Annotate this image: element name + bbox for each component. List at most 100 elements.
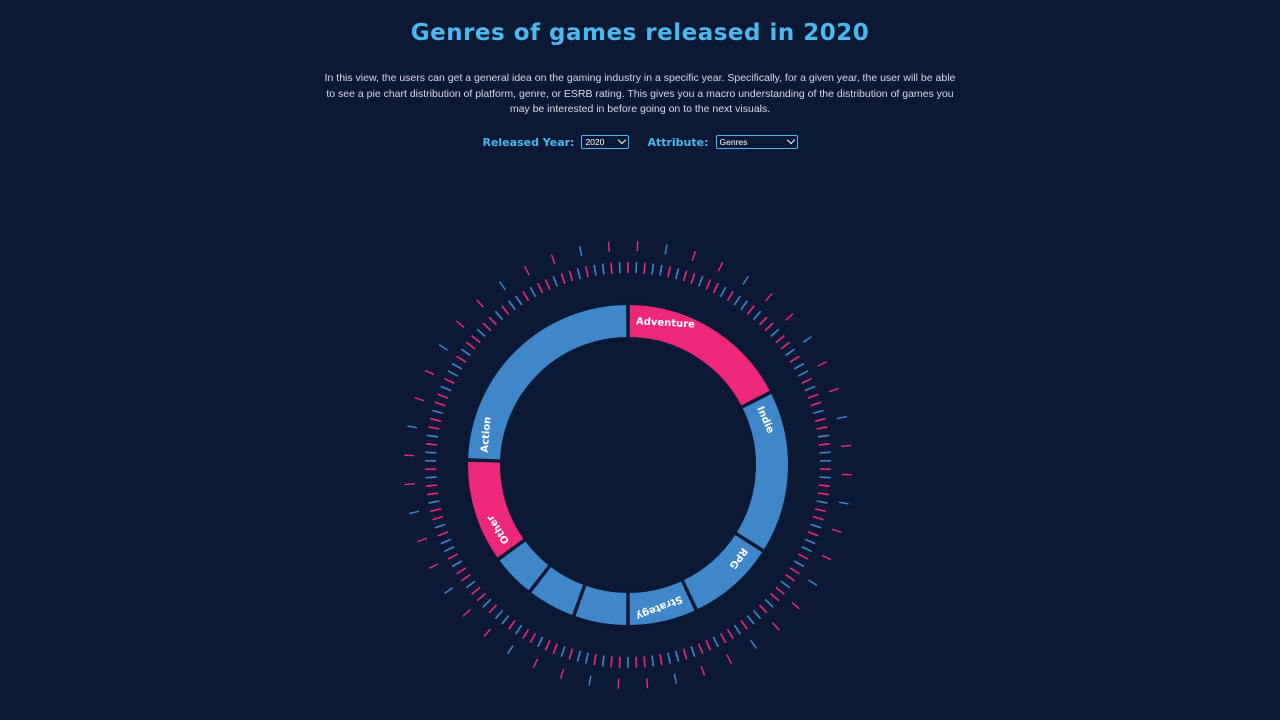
inner-tick: [476, 592, 486, 602]
inner-tick: [585, 266, 589, 278]
inner-tick: [643, 656, 646, 668]
inner-tick: [425, 451, 437, 454]
inner-tick: [476, 328, 486, 338]
inner-tick: [775, 586, 785, 596]
donut-slice[interactable]: [466, 302, 629, 462]
inner-tick: [471, 586, 481, 596]
inner-tick: [426, 484, 438, 488]
inner-tick: [576, 650, 582, 662]
inner-tick: [456, 355, 467, 363]
inner-tick: [508, 619, 516, 630]
inner-tick: [682, 648, 688, 660]
inner-tick: [789, 567, 800, 575]
inner-tick: [814, 417, 826, 422]
inner-tick: [440, 385, 452, 392]
outer-tick: [444, 587, 454, 595]
donut-slice[interactable]: [627, 578, 698, 628]
inner-tick: [544, 279, 551, 290]
inner-tick: [430, 508, 442, 513]
inner-tick: [726, 290, 734, 302]
inner-tick: [789, 355, 800, 363]
inner-tick: [552, 643, 559, 655]
donut-slice[interactable]: [496, 538, 552, 594]
inner-tick: [740, 619, 748, 630]
outer-tick: [700, 665, 706, 676]
outer-tick: [483, 628, 491, 638]
attribute-control: Attribute: Genres: [647, 135, 798, 149]
outer-tick: [645, 678, 649, 689]
donut-slices: [466, 302, 790, 628]
inner-tick: [522, 628, 530, 640]
outer-tick: [726, 654, 733, 665]
donut-slice[interactable]: [734, 391, 790, 552]
inner-tick: [758, 604, 768, 614]
inner-tick: [733, 624, 742, 635]
year-select[interactable]: 2020: [581, 135, 630, 149]
inner-tick: [465, 341, 476, 350]
inner-tick: [460, 573, 471, 582]
outer-tick: [438, 344, 448, 351]
outer-tick: [424, 369, 435, 376]
inner-tick: [537, 636, 544, 648]
outer-tick: [476, 299, 484, 308]
inner-tick: [437, 531, 449, 537]
outer-tick: [414, 396, 425, 402]
donut-slice[interactable]: [466, 459, 527, 561]
inner-tick: [482, 322, 492, 332]
inner-tick: [690, 646, 696, 657]
outer-tick: [498, 281, 506, 291]
outer-tick: [462, 609, 471, 617]
inner-tick: [801, 377, 813, 384]
outer-tick: [772, 622, 780, 631]
outer-tick: [417, 537, 428, 543]
inner-tick: [674, 268, 680, 280]
page-title: Genres of games released in 2020: [410, 20, 870, 46]
inner-tick: [432, 409, 444, 415]
outer-tick: [841, 444, 852, 448]
outer-tick: [791, 602, 801, 610]
inner-tick: [804, 538, 816, 545]
outer-tick: [664, 244, 668, 255]
inner-tick: [819, 476, 831, 479]
inner-tick: [544, 640, 551, 651]
inner-tick: [793, 560, 805, 568]
inner-tick: [752, 310, 762, 321]
slice-label: Adventure: [636, 316, 696, 330]
controls-bar: Released Year: 2020 Attribute: Genres: [0, 135, 1280, 149]
inner-tick: [501, 305, 510, 316]
inner-tick: [488, 316, 498, 326]
inner-tick: [428, 426, 440, 430]
outer-tick: [550, 254, 556, 265]
donut-slice[interactable]: [528, 564, 586, 618]
outer-tick: [404, 482, 415, 486]
attribute-select[interactable]: Genres: [715, 135, 798, 149]
attribute-select-value: Genres: [719, 137, 748, 147]
inner-tick: [508, 300, 516, 311]
inner-tick: [529, 632, 537, 644]
inner-tick: [560, 646, 566, 657]
donut-slice[interactable]: [627, 302, 773, 409]
inner-tick: [460, 348, 471, 357]
inner-tick: [775, 334, 785, 344]
inner-tick: [793, 362, 805, 370]
inner-tick: [810, 401, 822, 407]
inner-tick: [601, 655, 605, 667]
inner-tick: [812, 409, 824, 415]
outer-tick: [831, 528, 842, 534]
inner-tick: [434, 523, 446, 529]
outer-tick: [802, 335, 812, 343]
inner-tick: [746, 614, 755, 625]
inner-tick: [818, 484, 830, 488]
inner-tick: [651, 655, 655, 667]
year-select-value: 2020: [585, 137, 605, 147]
inner-tick: [659, 654, 663, 666]
inner-tick: [764, 598, 774, 608]
inner-tick: [568, 270, 574, 282]
inner-tick: [817, 434, 829, 438]
inner-tick: [488, 604, 498, 614]
donut-slice[interactable]: [572, 583, 629, 628]
donut-slice[interactable]: [681, 532, 765, 612]
inner-tick: [697, 275, 704, 287]
outer-tick: [742, 275, 749, 285]
inner-tick: [643, 262, 646, 274]
